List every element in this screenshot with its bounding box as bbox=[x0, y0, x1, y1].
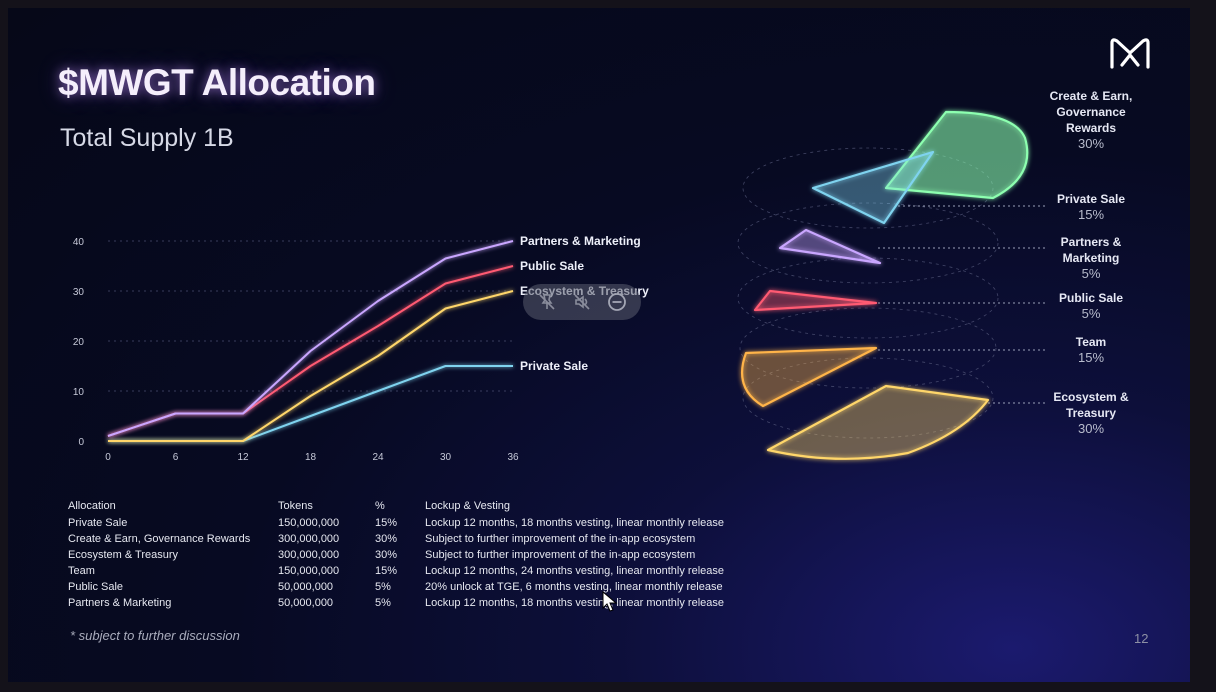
pie-label-percent: 30% bbox=[1077, 136, 1105, 151]
pie-label-name: Governance bbox=[1056, 105, 1126, 119]
vesting-line-chart: 0 10 20 30 40 0 6 12 18 24 30 36 Partners & Marketi… bbox=[73, 234, 649, 463]
table-cell: Subject to further improvement of the in… bbox=[425, 533, 696, 545]
pie-label-name: Ecosystem & bbox=[1053, 390, 1129, 404]
page-number: 12 bbox=[1134, 631, 1149, 646]
table-cell: 50,000,000 bbox=[278, 581, 334, 593]
table-cell: 300,000,000 bbox=[278, 533, 340, 545]
footnote: * subject to further discussion bbox=[70, 628, 240, 643]
table-header: Allocation bbox=[68, 500, 116, 512]
allocation-table: Allocation Tokens % Lockup & Vesting Pri… bbox=[68, 500, 755, 611]
series-line bbox=[108, 290, 514, 442]
x-tick-label: 6 bbox=[173, 452, 179, 463]
table-cell: Partners & Marketing bbox=[68, 597, 172, 609]
table-cell: 50,000,000 bbox=[278, 597, 334, 609]
table-row: Ecosystem & Treasury 300,000,000 30% Sub… bbox=[68, 547, 755, 563]
table-header-row: Allocation Tokens % Lockup & Vesting bbox=[68, 500, 755, 515]
pie-label-name: Partners & bbox=[1060, 235, 1122, 249]
table-cell: 30% bbox=[375, 549, 398, 561]
series-label: Partners & Marketing bbox=[520, 234, 641, 248]
pie-label-percent: 15% bbox=[1077, 350, 1105, 365]
table-cell: Create & Earn, Governance Rewards bbox=[68, 533, 251, 545]
table-header: Lockup & Vesting bbox=[425, 500, 511, 512]
pie-slice bbox=[741, 346, 878, 408]
pie-label-percent: 15% bbox=[1077, 207, 1105, 222]
slide-title: $MWGT Allocation bbox=[58, 62, 376, 103]
pie-label-percent: 5% bbox=[1081, 266, 1101, 281]
table-row: Team 150,000,000 15% Lockup 12 months, 2… bbox=[68, 563, 755, 579]
pie-label: Partners & Marketing 5% bbox=[1036, 234, 1146, 282]
table-cell: 5% bbox=[375, 581, 391, 593]
table-row: Private Sale 150,000,000 15% Lockup 12 m… bbox=[68, 515, 755, 531]
pie-label: Private Sale 15% bbox=[1036, 191, 1146, 223]
pie-label-name: Public Sale bbox=[1058, 291, 1124, 305]
table-row: Partners & Marketing 50,000,000 5% Locku… bbox=[68, 595, 755, 611]
pie-slice bbox=[753, 289, 878, 312]
allocation-exploded-pie bbox=[737, 110, 1048, 460]
pie-slice bbox=[778, 228, 882, 265]
presentation-slide: $MWGT Allocation Total Supply 1B 0 10 20 30… bbox=[8, 8, 1190, 682]
pie-label-percent: 30% bbox=[1077, 421, 1105, 436]
x-tick-label: 36 bbox=[507, 452, 519, 463]
table-header: Tokens bbox=[278, 500, 313, 512]
x-tick-label: 24 bbox=[372, 452, 384, 463]
table-cell: Public Sale bbox=[68, 581, 124, 593]
pie-connectors bbox=[878, 205, 1048, 404]
y-tick-label: 10 bbox=[73, 387, 85, 398]
y-tick-label: 30 bbox=[73, 287, 85, 298]
table-cell: 5% bbox=[375, 597, 391, 609]
series-label: Private Sale bbox=[520, 359, 588, 373]
y-tick-label: 20 bbox=[73, 337, 85, 348]
pie-label: Create & Earn, Governance Rewards 30% bbox=[1036, 88, 1146, 152]
y-tick-label: 40 bbox=[73, 237, 85, 248]
pie-label-name: Treasury bbox=[1065, 406, 1117, 420]
table-cell: Ecosystem & Treasury bbox=[68, 549, 179, 561]
table-cell: 150,000,000 bbox=[278, 517, 340, 529]
pie-label-percent: 5% bbox=[1081, 306, 1101, 321]
series-line bbox=[107, 240, 514, 437]
pie-label-name: Create & Earn, bbox=[1049, 89, 1133, 103]
table-cell: Lockup 12 months, 24 months vesting, lin… bbox=[425, 565, 724, 577]
table-cell: Subject to further improvement of the in… bbox=[425, 549, 696, 561]
table-cell: 150,000,000 bbox=[278, 565, 340, 577]
x-tick-label: 18 bbox=[305, 452, 317, 463]
pie-label: Ecosystem & Treasury 30% bbox=[1036, 389, 1146, 437]
mwgt-logo-icon bbox=[1110, 38, 1150, 69]
pie-slice bbox=[884, 110, 1029, 200]
table-cell: 15% bbox=[375, 565, 398, 577]
pie-label-name: Rewards bbox=[1065, 121, 1117, 135]
series-label: Public Sale bbox=[520, 259, 584, 273]
pie-label-name: Marketing bbox=[1062, 251, 1120, 265]
x-tick-label: 0 bbox=[105, 452, 111, 463]
x-tick-label: 12 bbox=[237, 452, 249, 463]
mouse-cursor-icon bbox=[602, 591, 618, 612]
table-cell: 20% unlock at TGE, 6 months vesting, lin… bbox=[425, 581, 723, 593]
table-header: % bbox=[375, 500, 385, 512]
mute-icon[interactable] bbox=[569, 289, 595, 315]
table-cell: Team bbox=[68, 565, 95, 577]
remove-icon[interactable] bbox=[604, 289, 630, 315]
table-cell: Lockup 12 months, 18 months vesting, lin… bbox=[425, 517, 724, 529]
series-line bbox=[108, 365, 513, 442]
table-row: Create & Earn, Governance Rewards 300,00… bbox=[68, 531, 755, 547]
slide-subtitle: Total Supply 1B bbox=[60, 124, 234, 152]
table-cell: Lockup 12 months, 18 months vesting, lin… bbox=[425, 597, 724, 609]
floating-media-toolbar bbox=[523, 284, 641, 320]
table-cell: 30% bbox=[375, 533, 398, 545]
pie-label-name: Team bbox=[1075, 335, 1107, 349]
table-cell: 300,000,000 bbox=[278, 549, 340, 561]
table-row: Public Sale 50,000,000 5% 20% unlock at … bbox=[68, 579, 755, 595]
pie-slice bbox=[766, 384, 990, 460]
y-tick-label: 0 bbox=[78, 437, 84, 448]
pie-slice bbox=[811, 150, 935, 225]
pie-label-name: Private Sale bbox=[1056, 192, 1126, 206]
table-cell: 15% bbox=[375, 517, 398, 529]
table-cell: Private Sale bbox=[68, 517, 128, 529]
x-tick-label: 30 bbox=[440, 452, 452, 463]
pie-label: Public Sale 5% bbox=[1036, 290, 1146, 322]
pie-label: Team 15% bbox=[1036, 334, 1146, 366]
unpin-icon[interactable] bbox=[534, 289, 560, 315]
